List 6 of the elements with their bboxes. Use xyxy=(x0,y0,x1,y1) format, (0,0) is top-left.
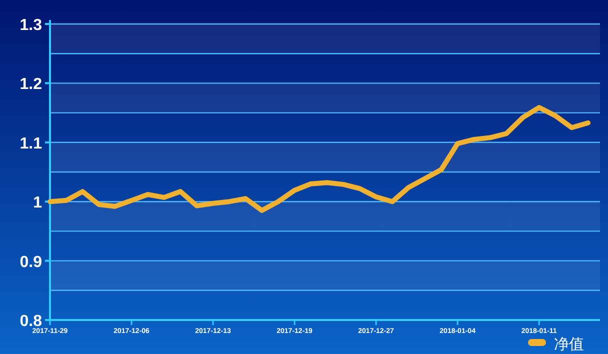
y-tick-label: 1.3 xyxy=(20,17,42,34)
y-tick-label: 1.1 xyxy=(20,135,42,152)
y-tick-label: 0.9 xyxy=(20,254,42,271)
y-tick-label: 1.2 xyxy=(20,76,42,94)
y-tick-label: 1 xyxy=(33,194,42,212)
legend-label: 净值 xyxy=(554,335,584,353)
